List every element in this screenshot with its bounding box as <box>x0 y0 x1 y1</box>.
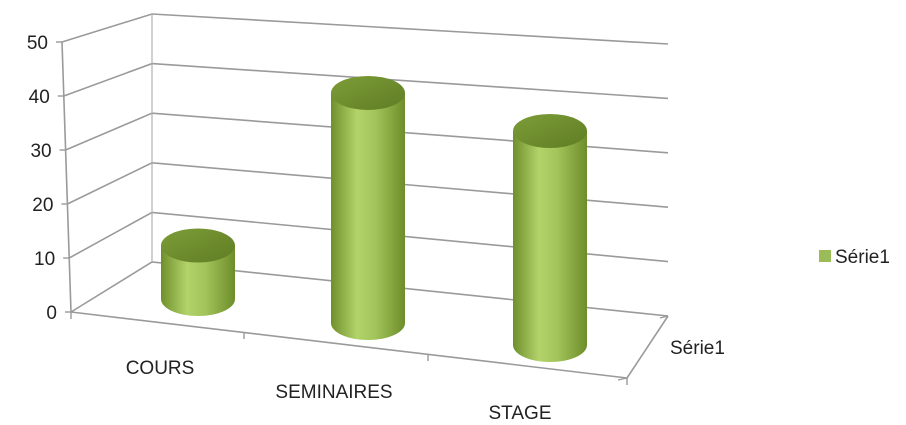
y-tick-label: 40 <box>29 87 50 108</box>
bar-body <box>513 131 587 362</box>
depth-tick <box>617 377 628 381</box>
depth-tick <box>659 315 669 319</box>
legend-swatch <box>819 250 831 262</box>
depth-axis-line <box>626 315 669 379</box>
legend: Série1 <box>819 247 890 268</box>
bar-top <box>161 228 235 263</box>
y-tick-label: 0 <box>46 303 57 324</box>
x-tick-label: STAGE <box>489 403 552 424</box>
bar <box>161 228 235 316</box>
y-tick-label: 20 <box>32 195 53 216</box>
bar-body <box>331 92 405 340</box>
x-axis-line <box>70 311 628 379</box>
bar-body <box>161 245 235 316</box>
depth-axis-label: Série1 <box>670 338 725 359</box>
x-tick-label: SEMINAIRES <box>275 382 392 403</box>
bar-top <box>513 114 587 148</box>
x-tick-label: COURS <box>126 358 195 379</box>
bar <box>513 114 587 362</box>
bar <box>331 75 405 340</box>
bar-top <box>331 75 405 110</box>
legend-label: Série1 <box>835 247 890 268</box>
gridline <box>61 13 669 45</box>
bars <box>161 75 587 362</box>
chart-walls <box>56 14 669 385</box>
y-tick-label: 50 <box>27 33 48 54</box>
x-axis-labels: COURS SEMINAIRES STAGE <box>126 358 552 424</box>
y-axis-ticks: 0 10 20 30 40 50 <box>27 33 57 324</box>
y-tick-label: 30 <box>30 141 51 162</box>
y-axis-line <box>61 41 72 313</box>
y-tick-label: 10 <box>34 249 55 270</box>
